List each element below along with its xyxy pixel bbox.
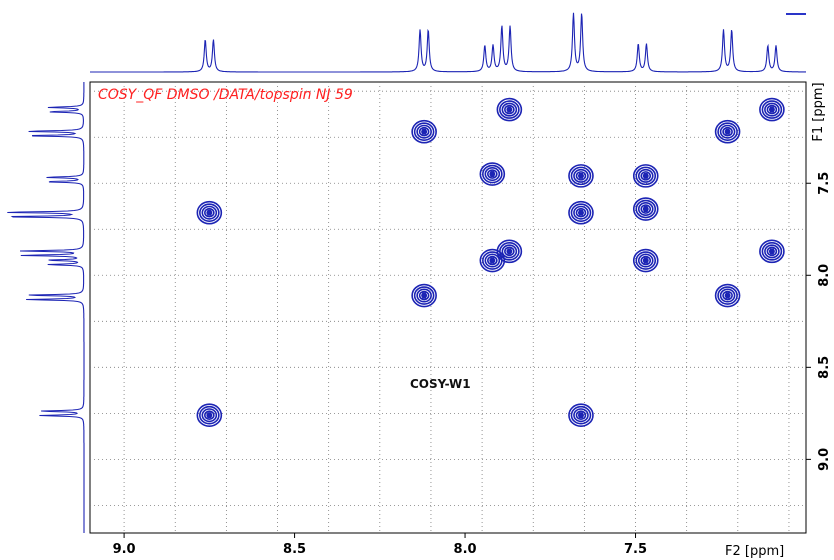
f1-projection-spectrum [7,82,85,533]
cross-peak [568,403,594,427]
plot-frame [89,81,807,534]
y-tick-label: 7.5 [817,172,832,195]
x-axis-ticks: 9.0 8.5 8.0 7.5 [113,533,647,557]
x-tick-label: 8.0 [454,542,477,557]
cross-peak [196,403,223,427]
cross-peak [632,197,659,221]
grid-lines [90,82,806,533]
cross-peak [496,239,523,264]
f2-projection-spectrum [90,12,806,73]
cross-peak [632,248,659,273]
spectrum-annotation: COSY-W1 [410,377,471,391]
cross-peaks [196,97,785,427]
x-tick-label: 9.0 [113,542,136,557]
cross-peak [568,164,594,188]
x-axis-label: F2 [ppm] [725,544,784,559]
x-tick-label: 7.5 [624,542,647,557]
cross-peak [759,239,785,264]
cross-peak [568,200,594,225]
cross-peak [632,164,659,188]
cross-peak [714,119,741,144]
y-tick-label: 8.5 [817,356,832,379]
chart-title: COSY_QF DMSO /DATA/topspin NJ 59 [98,87,353,103]
y-axis-ticks: 7.5 8.0 8.5 9.0 [806,172,832,471]
cross-peak [479,162,506,186]
cross-peak [714,283,741,308]
y-tick-label: 8.0 [817,264,832,287]
y-axis-label: F1 [ppm] [811,82,826,141]
cross-peak [759,97,785,122]
cross-peak [196,200,223,225]
cross-peak [411,283,437,308]
x-tick-label: 8.5 [283,542,306,557]
y-tick-label: 9.0 [817,448,832,471]
f2-projection-trace [90,12,806,73]
cross-peak [411,119,437,144]
f1-projection-trace [7,82,85,533]
cross-peak [496,97,523,122]
